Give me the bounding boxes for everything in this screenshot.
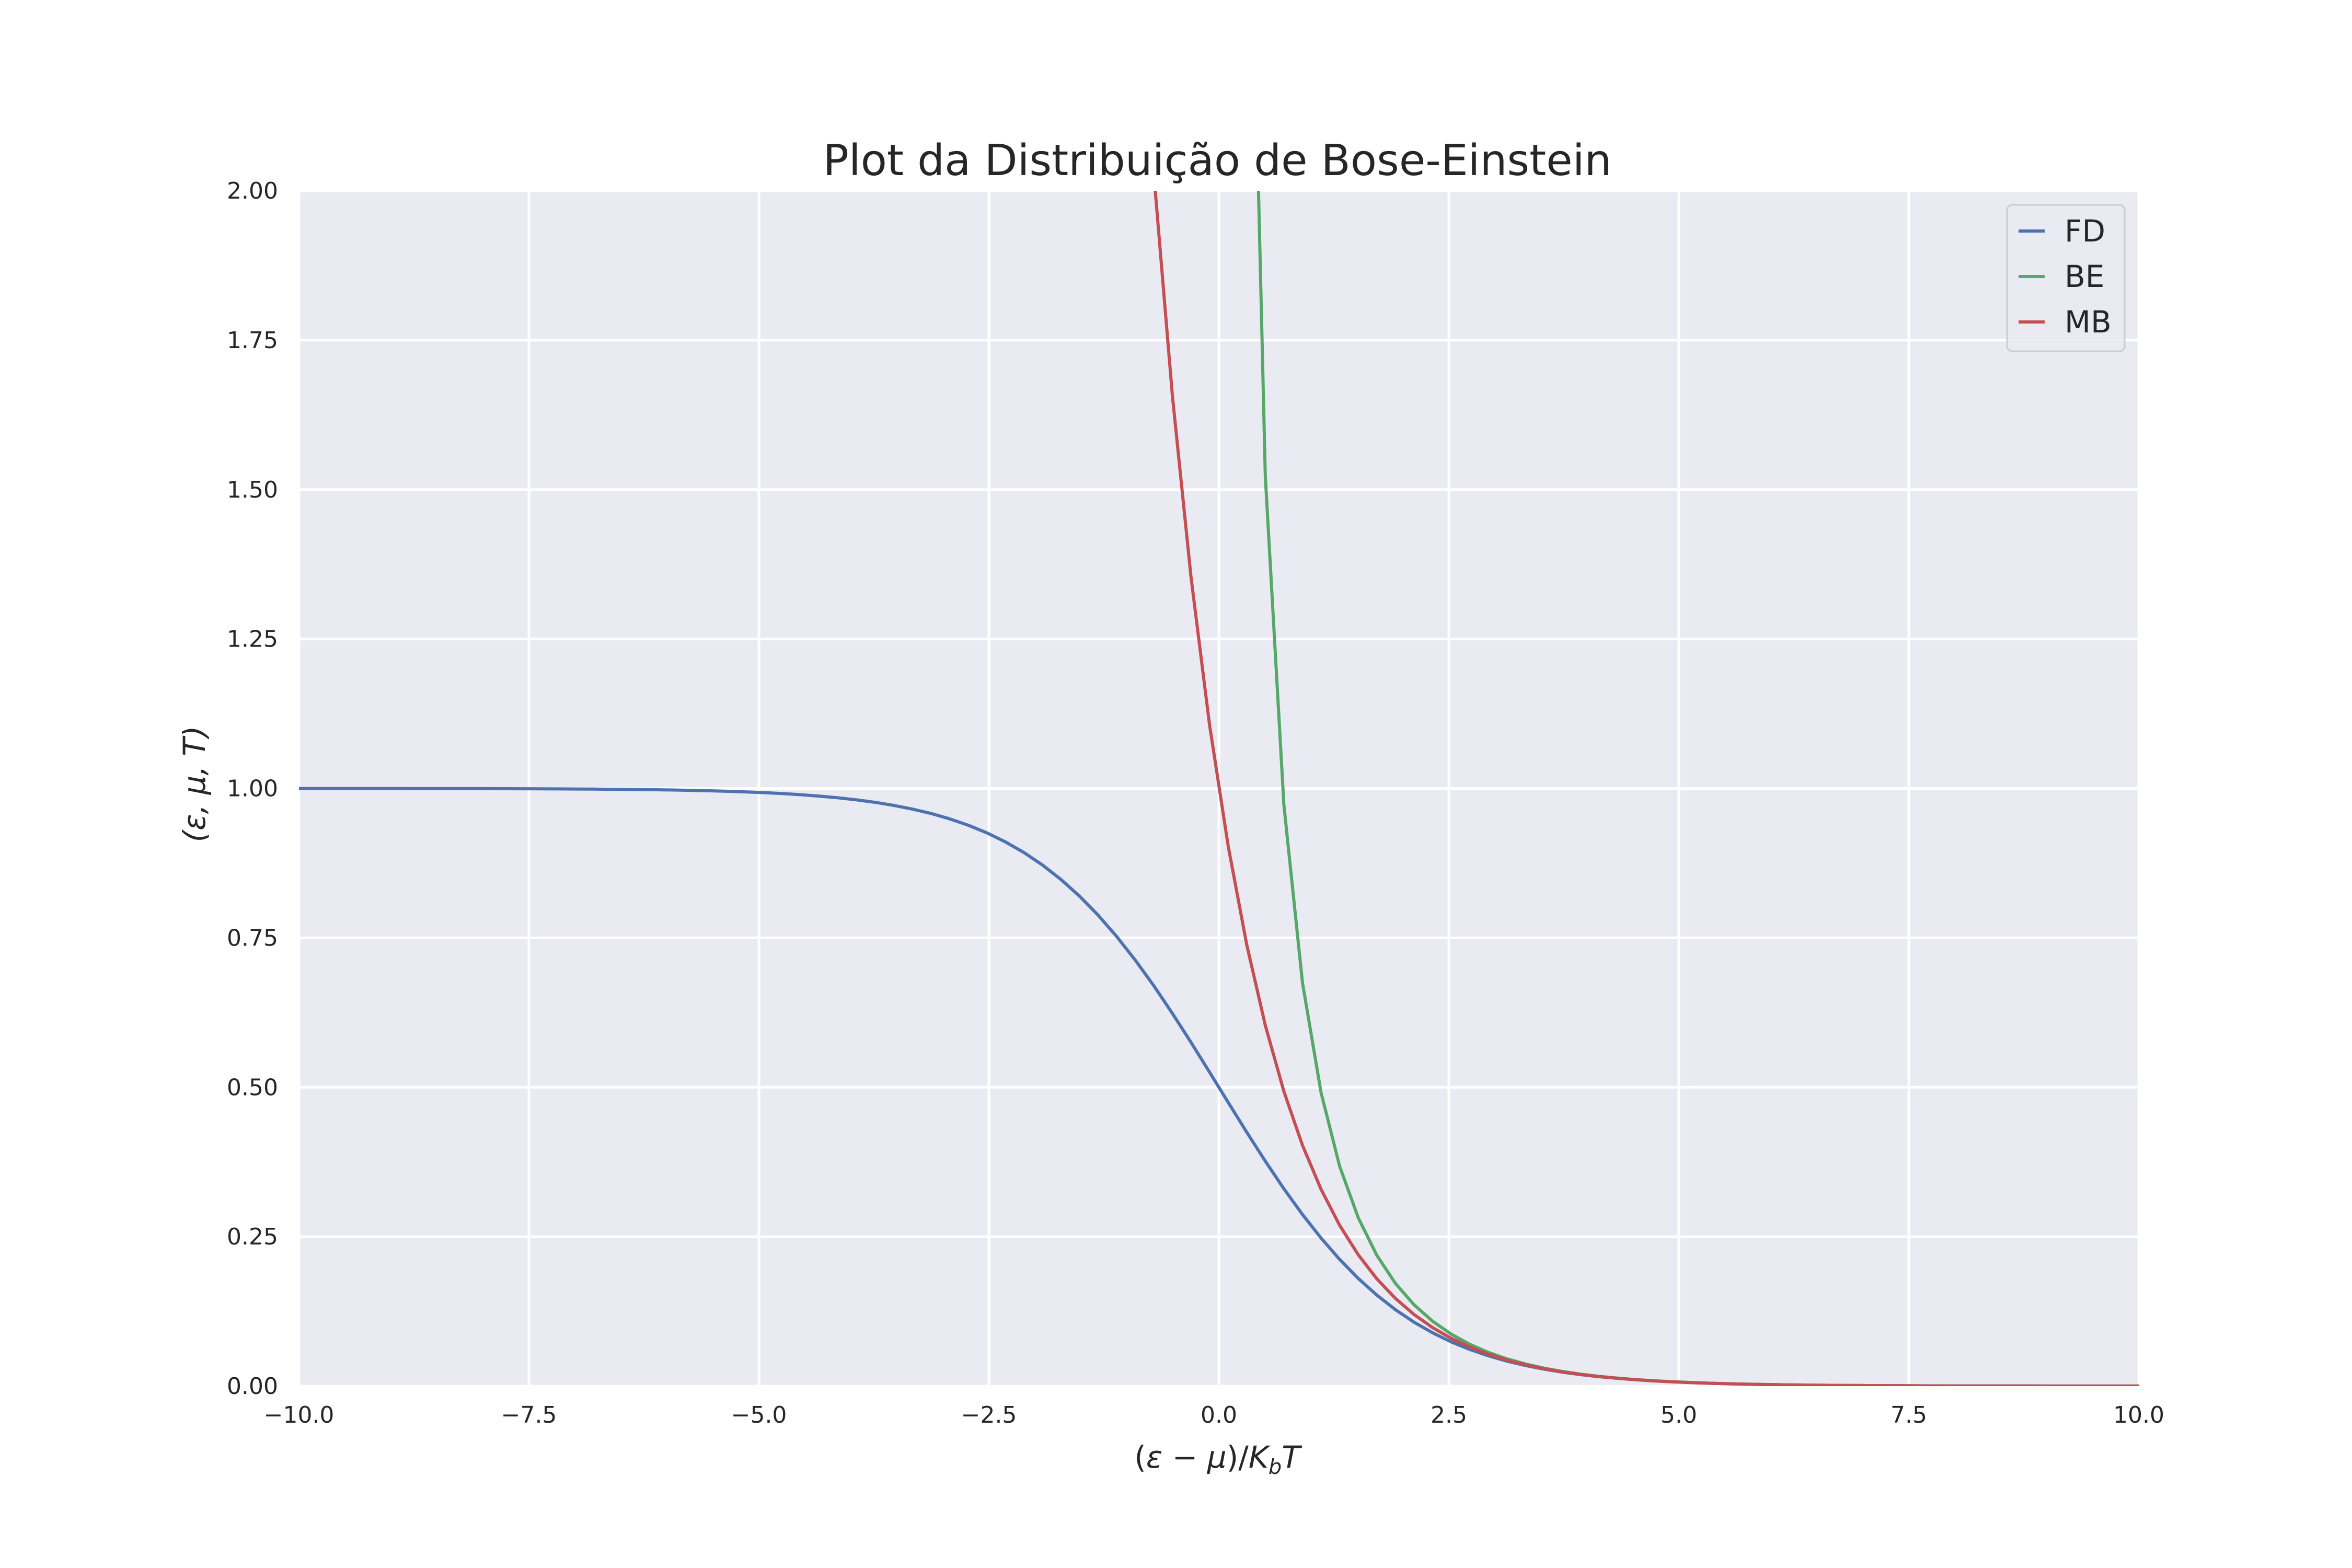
legend-label-fd: FD [2065,213,2105,249]
series-line-mb [1154,191,2139,1386]
x-tick-label: −5.0 [731,1402,787,1428]
legend-label-be: BE [2065,259,2104,294]
y-tick-label: 1.00 [227,776,278,802]
x-tick-label: −2.5 [961,1402,1017,1428]
tick-labels: −10.0 −7.5 −5.0 −2.5 0.0 2.5 5.0 7.5 10.0 0.00 0.2… [227,178,2164,1428]
x-tick-label: 10.0 [2113,1402,2164,1428]
y-tick-label: 1.25 [227,626,278,653]
y-tick-label: 0.25 [227,1224,278,1250]
legend-box [2006,204,2126,352]
y-tick-label: 0.50 [227,1074,278,1101]
x-tick-label: −7.5 [501,1402,557,1428]
series-lines [299,191,2139,1386]
y-tick-label: 2.00 [227,178,278,204]
x-tick-label: 5.0 [1661,1402,1697,1428]
chart-title: Plot da Distribuição de Bose-Einstein [823,136,1611,186]
legend: FD BE MB [2006,204,2126,352]
legend-label-mb: MB [2065,304,2112,340]
y-axis-label: (ε, μ, T) [177,726,212,843]
y-tick-label: 0.75 [227,925,278,951]
y-tick-label: 1.75 [227,327,278,354]
y-tick-label: 1.50 [227,477,278,503]
x-tick-label: 7.5 [1890,1402,1927,1428]
x-tick-label: −10.0 [264,1402,335,1428]
x-axis-label: (ε − μ)/KbT [1134,1439,1302,1479]
x-tick-label: 0.0 [1201,1402,1237,1428]
y-tick-label: 0.00 [227,1373,278,1400]
x-tick-label: 2.5 [1431,1402,1467,1428]
